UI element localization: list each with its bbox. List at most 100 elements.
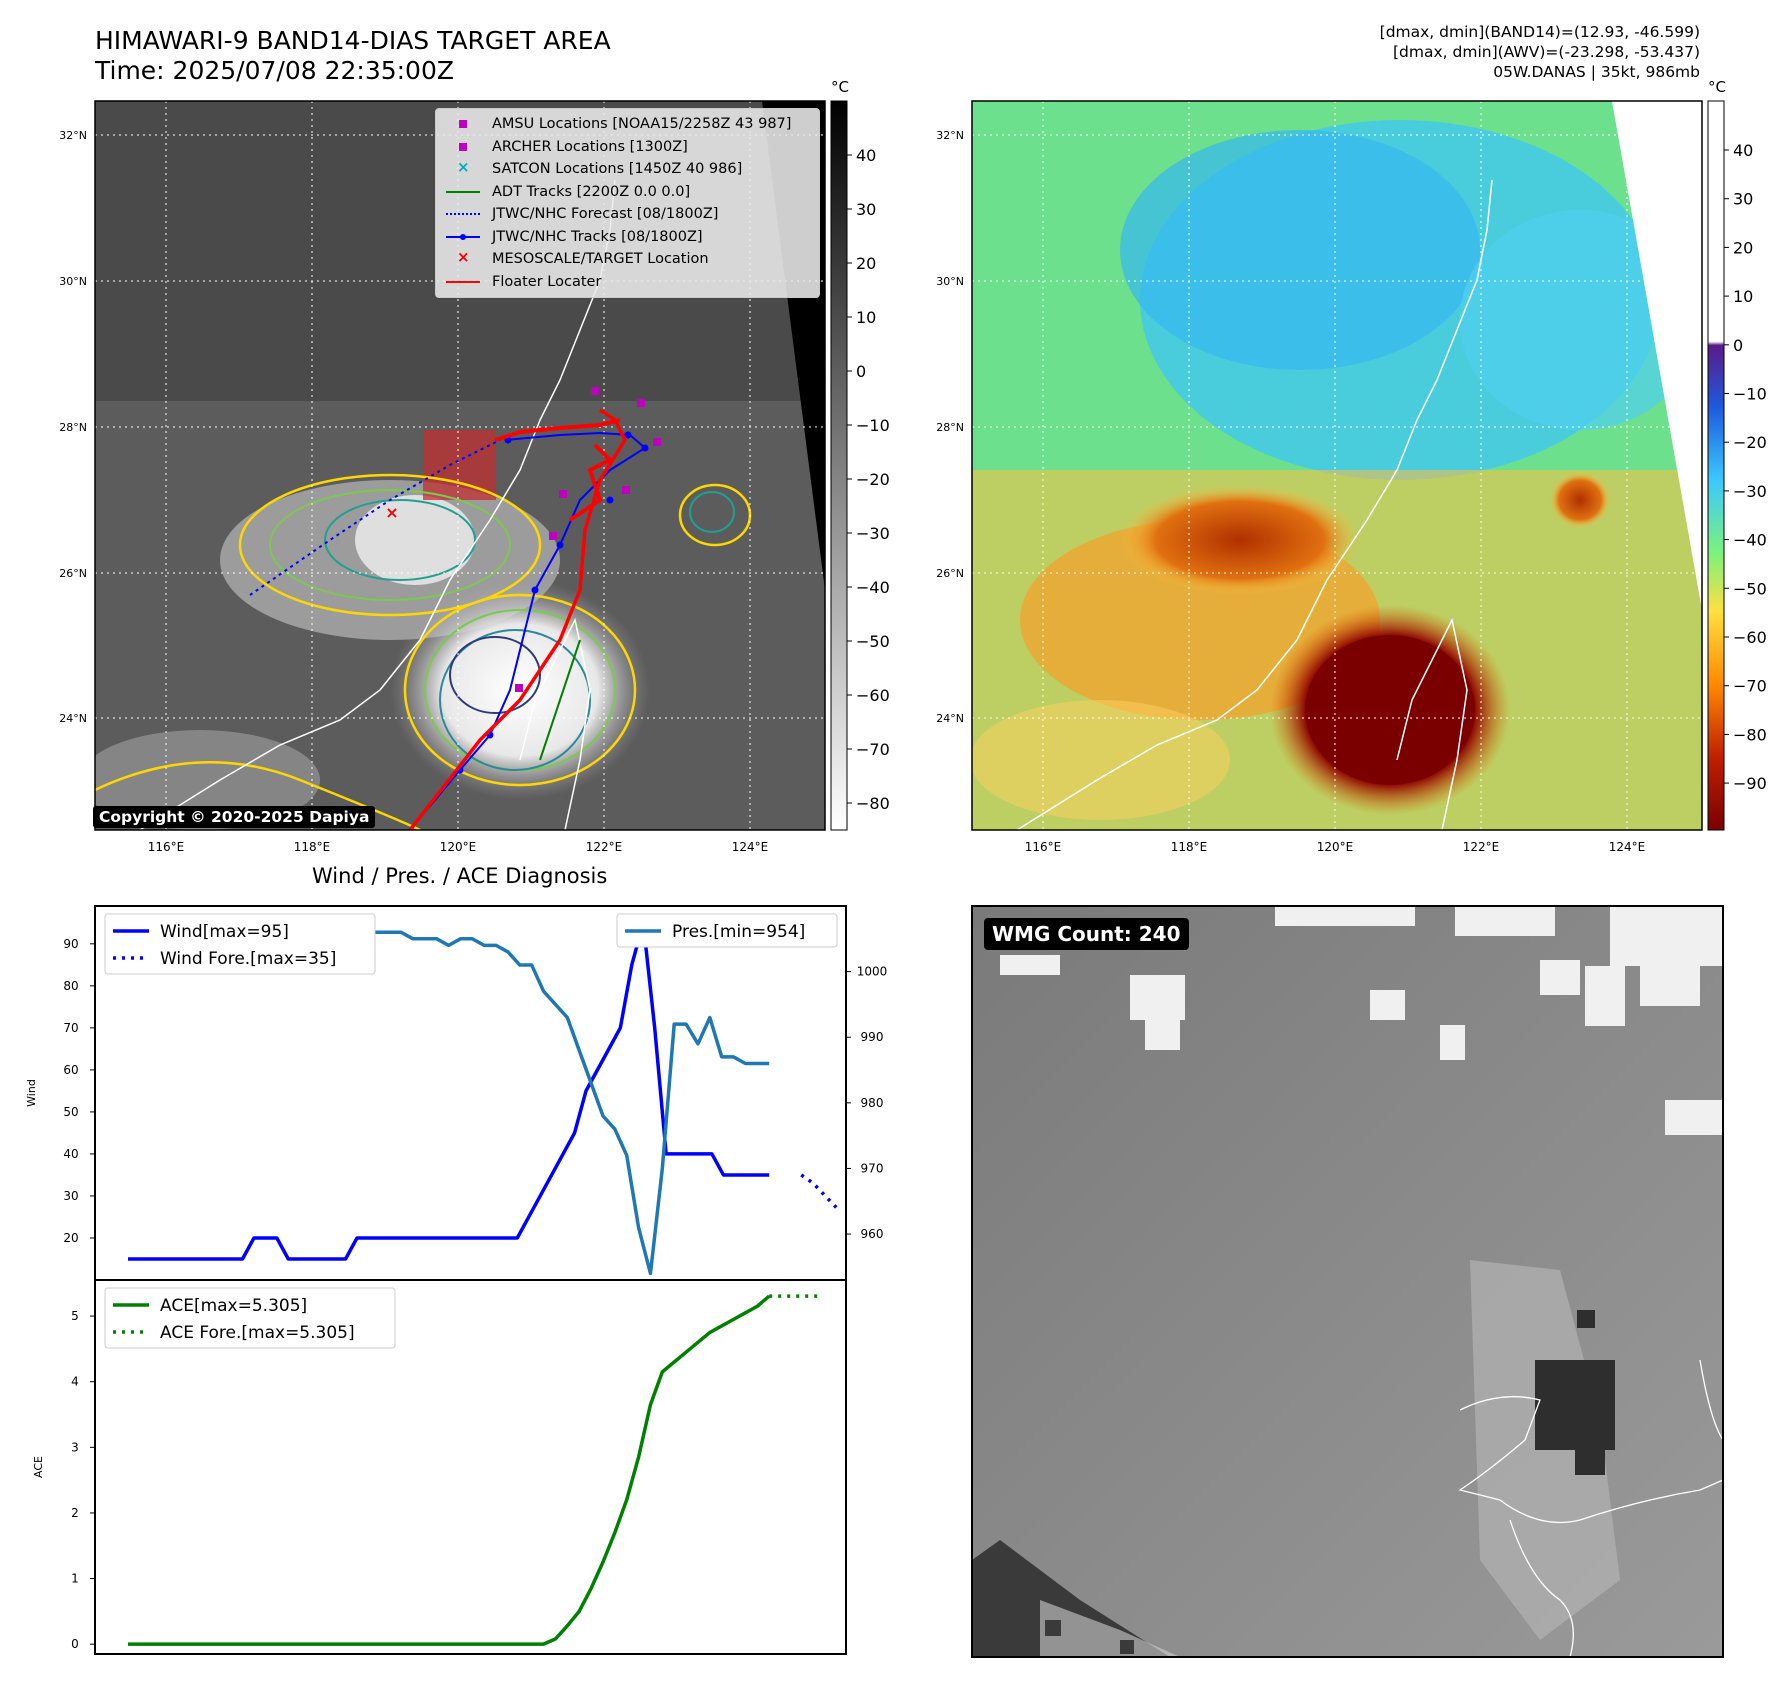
legend-swatch-icon: × (457, 248, 470, 266)
pressure-tick-label: 1000 (857, 965, 888, 979)
legend-item: ADT Tracks [2200Z 0.0 0.0] (444, 182, 690, 202)
legend-item: × MESOSCALE/TARGET Location (444, 248, 709, 269)
colorbar-tick-label: −40 (856, 578, 890, 597)
colorbar-tick-label: −30 (856, 524, 890, 543)
wv-lat-label: 24°N (936, 712, 964, 725)
colorbar-tick-label: 40 (856, 146, 876, 165)
colorbar-tick-label: 20 (856, 254, 876, 273)
legend-label: JTWC/NHC Tracks [08/1800Z] (492, 228, 703, 245)
legend-label: SATCON Locations [1450Z 40 986] (492, 161, 743, 177)
chart-legend (104, 1287, 396, 1349)
legend-swatch-icon (444, 185, 482, 199)
colorbar-tick-label: −20 (1733, 433, 1767, 452)
ir-colorbar-ticks: 40 30 20 10 0 −10 −20 −30 −40 −50 −60 −70 −80 (847, 146, 890, 813)
wv-frame (971, 100, 1703, 831)
wind-tick-label: 20 (63, 1231, 78, 1245)
colorbar-tick-label: −60 (1733, 628, 1767, 647)
colorbar-tick-label: −10 (856, 416, 890, 435)
wv-lon-label: 118°E (1171, 840, 1208, 854)
colorbar-tick-label: −40 (1733, 531, 1767, 550)
ace-tick-label: 2 (71, 1506, 79, 1520)
info-band14-range: [dmax, dmin](BAND14)=(12.93, -46.599) (1379, 23, 1700, 41)
legend-item: Floater Locater (444, 272, 601, 292)
legend-swatch-icon (444, 207, 482, 221)
ir-lat-label: 30°N (59, 275, 87, 288)
colorbar-tick-label: −30 (1733, 482, 1767, 501)
colorbar-tick-label: 30 (1733, 190, 1753, 209)
wind-tick-label: 60 (63, 1063, 78, 1077)
wv-lon-labels: 116°E 118°E 120°E 122°E 124°E (1025, 840, 1646, 854)
wind-tick-label: 40 (63, 1147, 78, 1161)
ace-chart: 0 1 2 3 4 5 ACE ACE[max=5.305] ACE Fore.[max=5.3… (32, 1279, 847, 1655)
figure-title: HIMAWARI-9 BAND14-DIAS TARGET AREA Time:… (95, 26, 611, 86)
legend-swatch-icon: × (457, 158, 470, 176)
ace-tick-label: 4 (71, 1375, 79, 1389)
chart-legend (616, 913, 838, 948)
colorbar-tick-label: 40 (1733, 141, 1753, 160)
colorbar-tick-label: −20 (856, 470, 890, 489)
ace-series-line (128, 1294, 771, 1646)
wind-pressure-chart: 20 30 40 50 60 70 80 90 960 970 980 990 1000 Wind Pres… (25, 905, 888, 1281)
wv-colorbar (1707, 100, 1725, 831)
legend-item: ARCHER Locations [1300Z] (444, 137, 688, 157)
ace-plot-frame (94, 1279, 847, 1655)
colorbar-tick-label: 20 (1733, 238, 1753, 257)
wv-lon-label: 116°E (1025, 840, 1062, 854)
ace-tick-label: 1 (71, 1572, 79, 1586)
colorbar-tick-label: 30 (856, 200, 876, 219)
wind-tick-label: 90 (63, 937, 78, 951)
colorbar-tick-label: −90 (1733, 774, 1767, 793)
chart-legend-label: ACE Fore.[max=5.305] (160, 1323, 355, 1343)
pressure-tick-label: 970 (861, 1161, 884, 1175)
legend-item: JTWC/NHC Forecast [08/1800Z] (444, 204, 718, 224)
wind-tick-label: 80 (63, 979, 78, 993)
ir-panel: × 32°N 30°N 28°N (59, 78, 1767, 854)
wv-lat-label: 28°N (936, 421, 964, 434)
legend-item: JTWC/NHC Tracks [08/1800Z] (444, 227, 703, 247)
diagnosis-title: Wind / Pres. / ACE Diagnosis (312, 864, 608, 888)
ir-lat-labels: 32°N 30°N 28°N 26°N 24°N (59, 129, 87, 725)
wind-series-line (128, 921, 770, 1261)
ace-tick-label: 3 (71, 1440, 79, 1454)
diagnosis-charts: 20304050607080909609709809901000WindPres… (25, 905, 888, 1655)
ir-lat-label: 28°N (59, 421, 87, 434)
ir-lat-label: 26°N (59, 567, 87, 580)
info-storm-summary: 05W.DANAS | 35kt, 986mb (1493, 63, 1700, 81)
chart-legend-label: Pres.[min=954] (672, 922, 805, 942)
wind-forecast-line (800, 1173, 839, 1210)
colorbar-tick-label: −10 (1733, 385, 1767, 404)
ir-colorbar-unit: °C (831, 78, 849, 96)
wind-tick-label: 30 (63, 1189, 78, 1203)
colorbar-tick-label: −50 (1733, 579, 1767, 598)
legend-item: AMSU Locations [NOAA15/2258Z 43 987] (444, 114, 791, 134)
ir-lat-label: 32°N (59, 129, 87, 142)
legend-swatch-icon (444, 140, 482, 154)
legend-label: MESOSCALE/TARGET Location (492, 251, 709, 267)
colorbar-tick-label: −70 (1733, 677, 1767, 696)
legend-swatch-icon (444, 230, 482, 244)
colorbar-tick-label: −50 (856, 632, 890, 651)
ace-axis-label: ACE (32, 1456, 45, 1478)
wv-lon-label: 124°E (1609, 840, 1646, 854)
colorbar-tick-label: −70 (856, 740, 890, 759)
legend-label: AMSU Locations [NOAA15/2258Z 43 987] (492, 116, 792, 132)
chart-legend (104, 913, 376, 975)
colorbar-tick-label: 10 (1733, 287, 1753, 306)
ir-lat-label: 24°N (59, 712, 87, 725)
ir-frame (94, 100, 826, 831)
wv-lat-label: 30°N (936, 275, 964, 288)
wv-lon-label: 120°E (1317, 840, 1354, 854)
ir-colorbar (830, 100, 848, 831)
legend-label: ARCHER Locations [1300Z] (492, 138, 688, 155)
pressure-tick-label: 960 (861, 1227, 884, 1241)
ir-lon-label: 124°E (732, 840, 769, 854)
ace-tick-label: 0 (71, 1637, 79, 1651)
ir-lon-label: 118°E (294, 840, 331, 854)
wv-lat-label: 26°N (936, 567, 964, 580)
wmg-frame (971, 905, 1724, 1658)
colorbar-tick-label: 10 (856, 308, 876, 327)
wind-tick-label: 50 (63, 1105, 78, 1119)
storm-info: [dmax, dmin](BAND14)=(12.93, -46.599) [d… (1380, 22, 1700, 82)
title-line-1: HIMAWARI-9 BAND14-DIAS TARGET AREA (95, 26, 611, 55)
svg-text:×: × (385, 503, 398, 522)
